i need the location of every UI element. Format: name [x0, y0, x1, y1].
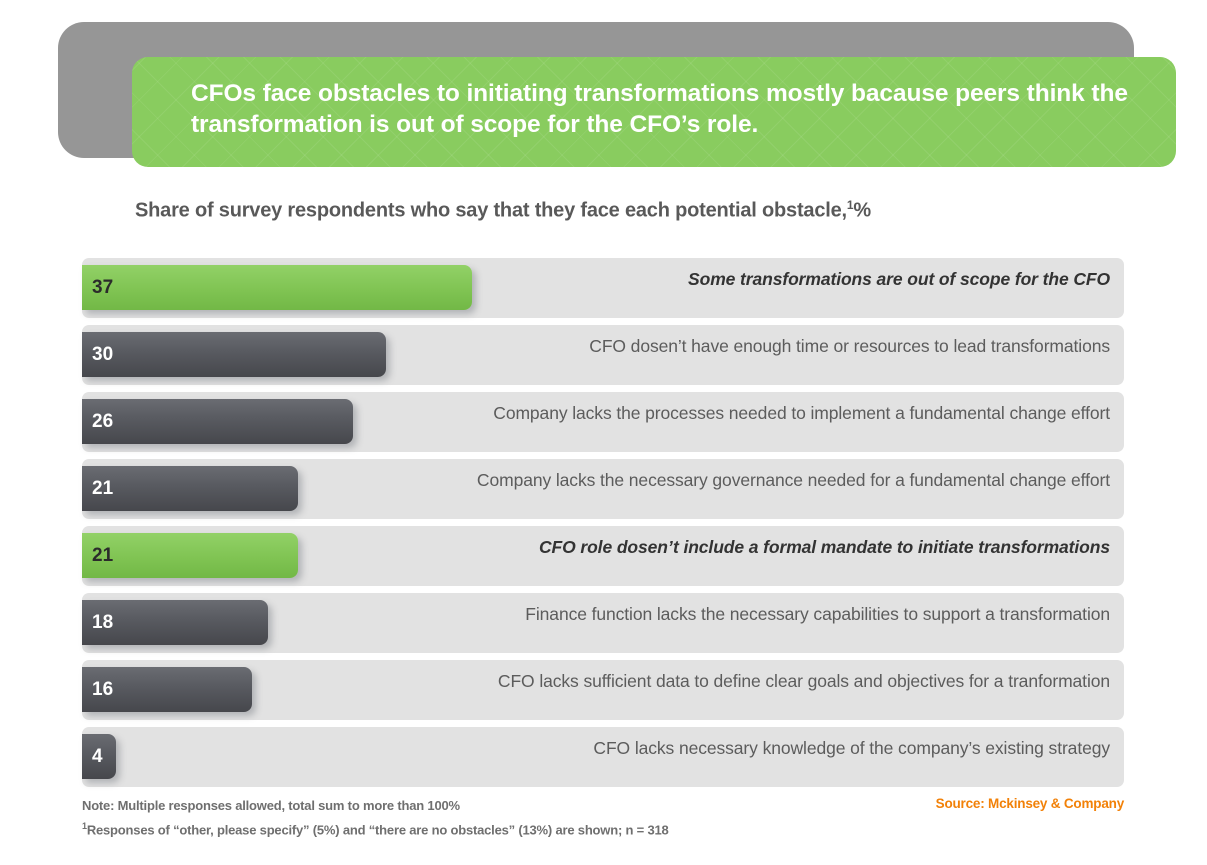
- bar-label: Company lacks the necessary governance n…: [476, 470, 1110, 490]
- bar-fill: 26: [82, 399, 353, 444]
- bar-value-label: 16: [92, 678, 114, 700]
- bar-fill: 16: [82, 667, 252, 712]
- header-banner-frame: CFOs face obstacles to initiating transf…: [58, 22, 1176, 167]
- chart-subtitle-footnote-marker: 1: [846, 198, 854, 212]
- source-label: Source: Mckinsey & Company: [935, 796, 1125, 811]
- bar-row[interactable]: Finance function lacks the necessary cap…: [82, 593, 1124, 660]
- bar-row[interactable]: Company lacks the processes needed to im…: [82, 392, 1124, 459]
- bar-row[interactable]: CFO lacks necessary knowledge of the com…: [82, 727, 1124, 794]
- bar-row[interactable]: CFO dosen’t have enough time or resource…: [82, 325, 1124, 392]
- bar-fill: 21: [82, 533, 298, 578]
- bar-value-label: 37: [92, 276, 114, 298]
- bar-label: CFO dosen’t have enough time or resource…: [589, 336, 1110, 356]
- bar-fill: 4: [82, 734, 116, 779]
- bar-label: CFO lacks sufficient data to define clea…: [497, 671, 1110, 691]
- bar-row[interactable]: CFO role dosen’t include a formal mandat…: [82, 526, 1124, 593]
- bar-track: CFO lacks necessary knowledge of the com…: [82, 727, 1124, 787]
- bar-label: CFO role dosen’t include a formal mandat…: [538, 537, 1110, 557]
- bar-label: Company lacks the processes needed to im…: [493, 403, 1110, 423]
- bar-value-label: 18: [92, 611, 114, 633]
- bar-row[interactable]: Company lacks the necessary governance n…: [82, 459, 1124, 526]
- bar-value-label: 26: [92, 410, 114, 432]
- footer-notes: Note: Multiple responses allowed, total …: [82, 796, 669, 840]
- bar-fill: 37: [82, 265, 472, 310]
- bar-value-label: 4: [92, 745, 103, 767]
- footer-note-line-1: Note: Multiple responses allowed, total …: [82, 798, 460, 813]
- chart-subtitle-unit: %: [853, 199, 871, 222]
- footer-note-line-2: 1Responses of “other, please specify” (5…: [82, 816, 669, 840]
- bar-value-label: 30: [92, 343, 114, 365]
- bar-value-label: 21: [92, 544, 114, 566]
- bar-fill: 21: [82, 466, 298, 511]
- page-title: CFOs face obstacles to initiating transf…: [191, 80, 1128, 138]
- footer-note-line-2-text: Responses of “other, please specify” (5%…: [86, 822, 669, 838]
- bar-fill: 30: [82, 332, 386, 377]
- bar-chart: Some transformations are out of scope fo…: [82, 258, 1124, 794]
- bar-label: Some transformations are out of scope fo…: [688, 269, 1110, 289]
- chart-subtitle: Share of survey respondents who say that…: [135, 198, 871, 223]
- bar-value-label: 21: [92, 477, 114, 499]
- bar-fill: 18: [82, 600, 268, 645]
- footer-note-marker: 1: [82, 821, 87, 831]
- header-green-panel: CFOs face obstacles to initiating transf…: [132, 57, 1176, 167]
- chart-subtitle-text: Share of survey respondents who say that…: [135, 199, 847, 222]
- bar-row[interactable]: Some transformations are out of scope fo…: [82, 258, 1124, 325]
- bar-label: Finance function lacks the necessary cap…: [525, 604, 1110, 624]
- bar-track: CFO lacks sufficient data to define clea…: [82, 660, 1124, 720]
- bar-row[interactable]: CFO lacks sufficient data to define clea…: [82, 660, 1124, 727]
- bar-label: CFO lacks necessary knowledge of the com…: [593, 738, 1110, 758]
